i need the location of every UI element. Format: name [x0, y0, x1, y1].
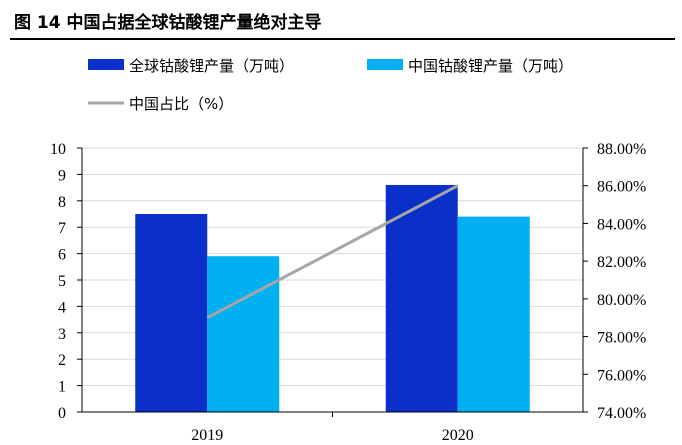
left-tick-label: 7: [58, 220, 66, 237]
left-tick-label: 6: [58, 247, 66, 264]
left-tick-label: 8: [58, 194, 66, 211]
bar-global-2019: [135, 214, 208, 412]
left-tick-label: 9: [58, 167, 66, 184]
legend-label: 全球钴酸锂产量（万吨）: [129, 57, 294, 75]
figure-title: 图 14 中国占据全球钴酸锂产量绝对主导: [14, 13, 322, 33]
left-tick-label: 3: [58, 326, 66, 343]
ratio-line-group: [206, 184, 459, 320]
x-tick-label: 2019: [191, 427, 223, 444]
title-rule: [10, 38, 675, 40]
right-tick-label: 78.00%: [597, 330, 646, 347]
legend: 全球钴酸锂产量（万吨） 中国钴酸锂产量（万吨） 中国占比（%）: [88, 57, 573, 113]
bars: [135, 184, 530, 412]
bar-global-2020: [385, 184, 458, 412]
left-tick-label: 5: [58, 273, 66, 290]
legend-label: 中国占比（%）: [129, 95, 233, 113]
right-tick-label: 86.00%: [597, 179, 646, 196]
x-tick-label: 2020: [442, 427, 474, 444]
right-tick-label: 74.00%: [597, 405, 646, 422]
right-tick-label: 82.00%: [597, 254, 646, 271]
right-tick-label: 76.00%: [597, 367, 646, 384]
tick-labels: 0 1 2 3 4 5 6 7 8 9 10 74.00% 76.00% 78.00% 80.00% 82.0…: [50, 141, 646, 444]
legend-swatch: [367, 59, 403, 70]
axes: [77, 147, 588, 417]
left-tick-label: 1: [58, 379, 66, 396]
ratio-line: [206, 184, 459, 320]
right-tick-label: 80.00%: [597, 292, 646, 309]
right-tick-label: 88.00%: [597, 141, 646, 158]
left-tick-label: 10: [50, 141, 66, 158]
left-tick-label: 0: [58, 405, 66, 422]
legend-swatch: [88, 59, 124, 70]
bar-china-2020: [457, 216, 530, 412]
left-tick-label: 2: [58, 352, 66, 369]
right-tick-label: 84.00%: [597, 216, 646, 233]
legend-label: 中国钴酸锂产量（万吨）: [408, 57, 573, 75]
left-tick-label: 4: [58, 299, 66, 316]
bar-china-2019: [207, 256, 280, 412]
